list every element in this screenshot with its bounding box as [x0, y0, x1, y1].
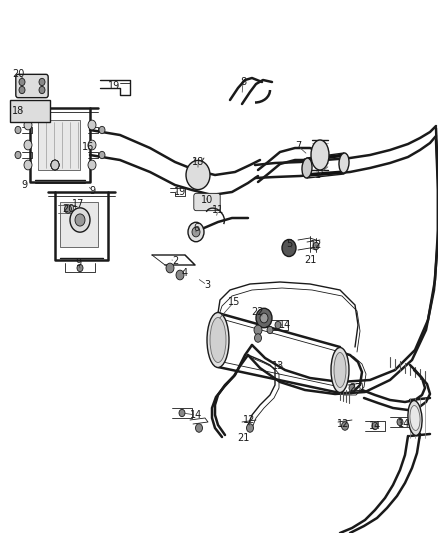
Text: 18: 18 — [12, 106, 24, 116]
Text: 9: 9 — [75, 258, 81, 268]
Text: 20: 20 — [12, 69, 24, 79]
Ellipse shape — [339, 153, 349, 173]
Text: 10: 10 — [201, 195, 213, 205]
FancyBboxPatch shape — [194, 193, 220, 211]
Text: 17: 17 — [72, 199, 84, 209]
Text: 2: 2 — [172, 256, 178, 266]
Circle shape — [372, 422, 378, 430]
Text: 6: 6 — [193, 223, 199, 233]
Text: 19: 19 — [108, 81, 120, 91]
Text: 18: 18 — [192, 157, 204, 167]
Ellipse shape — [302, 158, 312, 178]
Circle shape — [254, 334, 261, 342]
Ellipse shape — [210, 318, 226, 362]
Text: 15: 15 — [228, 297, 240, 307]
Circle shape — [51, 160, 59, 170]
Text: 14: 14 — [398, 419, 410, 429]
Circle shape — [64, 205, 71, 213]
Circle shape — [70, 208, 90, 232]
Circle shape — [186, 160, 210, 190]
Circle shape — [15, 126, 21, 134]
Ellipse shape — [410, 406, 420, 431]
FancyBboxPatch shape — [16, 74, 48, 98]
Circle shape — [24, 140, 32, 150]
Text: 22: 22 — [252, 307, 264, 317]
Circle shape — [342, 422, 349, 430]
Circle shape — [19, 78, 25, 86]
Text: 16: 16 — [82, 142, 94, 152]
Circle shape — [24, 160, 32, 170]
Ellipse shape — [331, 348, 349, 392]
Text: 19: 19 — [174, 187, 186, 197]
Circle shape — [88, 120, 96, 130]
Circle shape — [254, 325, 262, 335]
Text: 1: 1 — [315, 170, 321, 180]
Circle shape — [88, 160, 96, 170]
Circle shape — [256, 308, 272, 328]
Circle shape — [75, 214, 85, 226]
Circle shape — [51, 160, 59, 170]
Text: 14: 14 — [190, 410, 202, 420]
Circle shape — [51, 160, 59, 170]
Circle shape — [282, 239, 296, 256]
Circle shape — [51, 160, 59, 170]
Circle shape — [15, 151, 21, 159]
Text: 14: 14 — [279, 320, 291, 330]
Text: 21: 21 — [237, 433, 249, 443]
Text: 12: 12 — [310, 240, 322, 250]
Circle shape — [188, 222, 204, 242]
Circle shape — [39, 86, 45, 94]
Text: 14: 14 — [369, 421, 381, 431]
Text: 12: 12 — [337, 419, 349, 429]
Text: 9: 9 — [89, 186, 95, 196]
Circle shape — [39, 78, 45, 86]
Ellipse shape — [207, 312, 229, 367]
Ellipse shape — [334, 352, 346, 387]
Text: 7: 7 — [295, 141, 301, 151]
Circle shape — [195, 424, 202, 432]
Text: 4: 4 — [182, 268, 188, 278]
Circle shape — [349, 384, 355, 392]
Circle shape — [260, 313, 268, 323]
Bar — [10, 100, 50, 122]
Circle shape — [247, 424, 254, 432]
Text: 20: 20 — [62, 204, 74, 214]
Text: 21: 21 — [304, 255, 316, 265]
Text: 9: 9 — [21, 180, 27, 190]
Circle shape — [19, 86, 25, 94]
Ellipse shape — [408, 401, 422, 435]
Text: 11: 11 — [212, 205, 224, 215]
Circle shape — [99, 151, 105, 159]
Circle shape — [176, 270, 184, 280]
Text: 8: 8 — [240, 77, 246, 87]
Text: 5: 5 — [286, 239, 292, 249]
Bar — [38, 120, 80, 170]
Circle shape — [275, 321, 281, 329]
Circle shape — [166, 263, 174, 273]
Circle shape — [88, 140, 96, 150]
Circle shape — [397, 418, 403, 426]
Text: 13: 13 — [272, 361, 284, 371]
Text: 12: 12 — [243, 415, 255, 425]
Circle shape — [24, 120, 32, 130]
Bar — [60, 202, 98, 247]
Circle shape — [179, 409, 185, 417]
Circle shape — [192, 227, 200, 237]
Circle shape — [267, 326, 273, 334]
Circle shape — [313, 243, 319, 249]
Circle shape — [99, 126, 105, 134]
Text: 23: 23 — [349, 383, 361, 393]
Ellipse shape — [311, 140, 329, 170]
Circle shape — [77, 264, 83, 272]
Text: 3: 3 — [204, 280, 210, 290]
